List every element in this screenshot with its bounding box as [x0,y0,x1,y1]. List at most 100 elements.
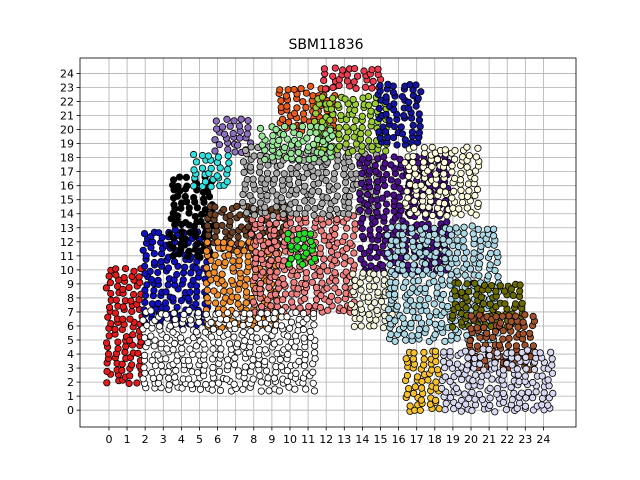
point-cluster [320,64,385,93]
data-point [334,101,342,109]
data-point [103,339,111,347]
data-point [379,324,388,332]
data-point [242,299,250,307]
data-point [130,290,138,299]
data-point [173,303,181,311]
data-point [314,187,323,195]
data-point [294,243,302,251]
data-point [278,307,286,315]
data-point [234,285,243,294]
data-point [295,204,303,212]
data-point [235,122,244,130]
data-point [433,366,442,374]
data-point [384,249,392,257]
data-point [333,251,342,259]
data-point [476,253,484,261]
data-point [486,401,494,410]
data-point [272,125,280,134]
data-point [411,383,419,391]
data-point [200,340,208,348]
data-point [270,327,279,335]
data-point [549,389,557,397]
data-point [294,163,302,171]
data-point [338,66,347,74]
data-point [252,254,260,262]
data-point [287,318,296,326]
data-point [184,356,192,365]
data-point [493,384,502,393]
data-point [241,337,249,345]
data-point [261,203,269,211]
data-point [379,153,388,161]
data-point [103,379,111,387]
data-point [453,236,461,244]
data-point [493,349,501,357]
data-point [428,143,436,151]
data-point [422,249,430,257]
data-point [513,365,521,373]
data-point [275,136,283,144]
data-point [364,293,373,301]
data-point [141,334,149,342]
data-point [310,211,318,219]
data-point [471,175,479,183]
data-point [508,361,516,369]
data-point [262,367,271,375]
data-point [258,132,266,140]
data-point [356,244,364,252]
data-point [373,208,381,216]
data-point [301,280,310,288]
data-point [475,260,484,268]
data-point [130,267,138,275]
data-point [315,158,323,166]
data-point [544,401,552,409]
data-point [502,405,510,414]
data-point [365,178,373,186]
data-point [492,287,500,295]
data-point [119,285,127,293]
data-point [106,279,115,287]
data-point [421,260,429,268]
data-point [186,345,194,353]
data-point [410,143,418,151]
y-tick-label: 14 [60,208,74,221]
data-point [382,170,391,179]
x-tick-label: 18 [428,433,442,446]
data-point [320,255,328,263]
data-point [107,319,115,328]
data-point [476,333,484,342]
data-point [231,148,239,156]
data-point [318,279,326,287]
data-point [351,220,359,228]
data-point [377,297,386,306]
data-point [204,152,212,160]
data-point [261,357,269,366]
data-point [383,190,391,198]
data-point [246,310,254,318]
data-point [496,282,504,290]
data-point [519,330,527,338]
data-point [322,168,330,177]
data-point [504,341,512,350]
data-point [447,231,456,239]
data-point [488,375,496,383]
data-point [257,387,265,395]
data-point [128,361,136,369]
data-point [326,126,334,134]
data-point [154,276,162,284]
data-point [229,257,237,265]
data-point [358,112,366,120]
data-point [369,77,377,86]
data-point [382,93,390,101]
data-point [491,408,499,416]
data-point [439,235,447,243]
data-point [402,278,410,286]
data-point [279,274,287,283]
data-point [216,351,225,359]
plot-frame [79,57,577,428]
data-point [299,235,308,243]
data-point [264,175,272,183]
data-point [169,345,177,354]
data-point [393,141,401,149]
x-tick-label: 17 [410,433,424,446]
